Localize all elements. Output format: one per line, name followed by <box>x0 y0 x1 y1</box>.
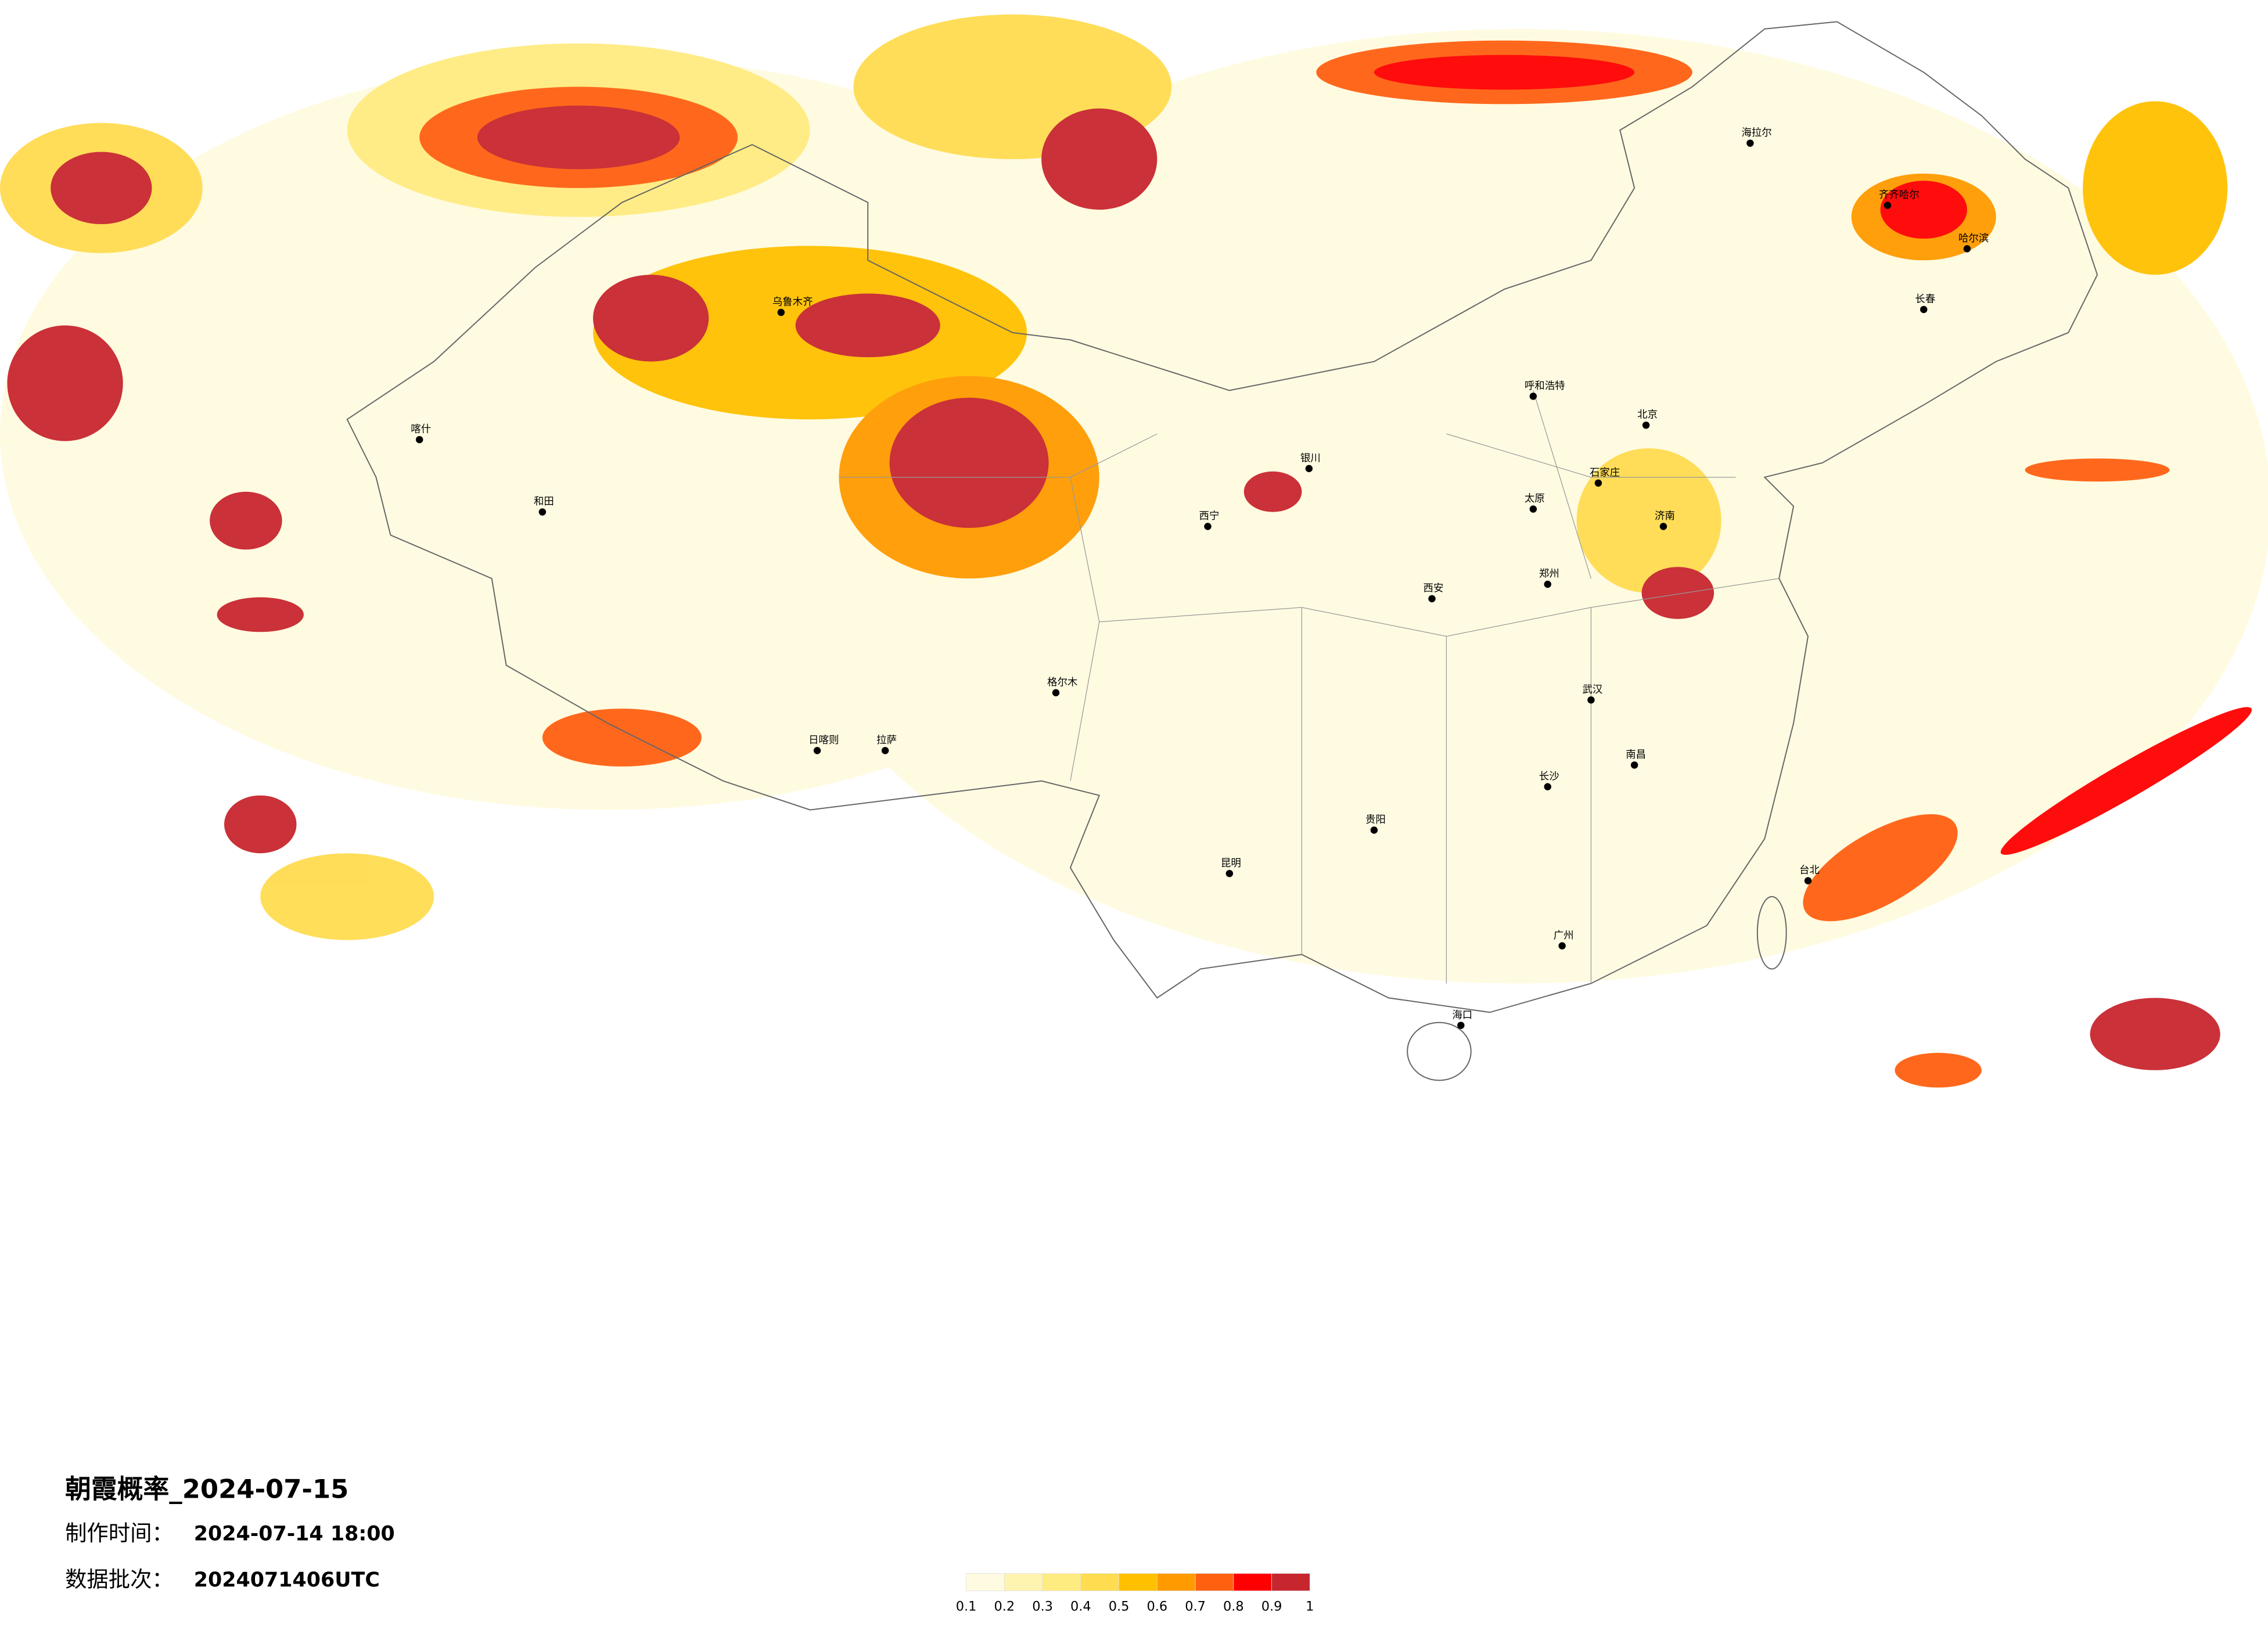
probability-field <box>0 14 2268 1088</box>
city-label: 南昌 <box>1626 749 1646 761</box>
city-label: 拉萨 <box>876 735 897 746</box>
batch: 2024071406UTC <box>194 1569 380 1592</box>
city-dot <box>1630 761 1638 769</box>
legend-swatch <box>1271 1573 1310 1591</box>
city-dot <box>1659 523 1667 530</box>
city-dot <box>1587 696 1595 704</box>
city-dot <box>1225 869 1234 877</box>
legend: 0.1 0.2 0.3 0.4 0.5 0.6 0.7 0.8 0.9 1 <box>956 1573 1314 1614</box>
city-label: 格尔木 <box>1047 677 1077 688</box>
city-label: 贵阳 <box>1365 814 1386 826</box>
city-dot <box>415 436 423 444</box>
map-layer: 海拉尔齐齐哈尔哈尔滨长春呼和浩特北京石家庄太原济南郑州西安武汉南昌长沙贵阳昆明广… <box>0 14 2268 1614</box>
city-label: 北京 <box>1637 409 1658 421</box>
city-label: 台北 <box>1799 865 1820 876</box>
city-label: 呼和浩特 <box>1525 380 1565 392</box>
legend-label: 0.2 <box>994 1599 1015 1614</box>
map-title: 朝霞概率_2024-07-15 <box>65 1474 348 1505</box>
legend-swatch <box>1119 1573 1158 1591</box>
city-dot <box>1052 689 1060 697</box>
legend-label: 0.9 <box>1261 1599 1282 1614</box>
city-dot <box>881 747 889 754</box>
city-label: 郑州 <box>1539 569 1559 580</box>
legend-swatch <box>966 1573 1005 1591</box>
city-dot <box>1963 245 1971 253</box>
legend-label: 0.7 <box>1185 1599 1206 1614</box>
island-outline <box>1407 1021 1472 1081</box>
city-label: 海口 <box>1452 1009 1472 1021</box>
city-dot <box>1529 505 1537 513</box>
island-outline <box>1756 896 1787 970</box>
cities: 海拉尔齐齐哈尔哈尔滨长春呼和浩特北京石家庄太原济南郑州西安武汉南昌长沙贵阳昆明广… <box>411 127 1989 1029</box>
city-label: 武汉 <box>1582 684 1602 696</box>
city-label: 济南 <box>1655 510 1675 522</box>
city-dot <box>777 308 785 316</box>
province-lines <box>839 390 1780 984</box>
city-label: 西宁 <box>1199 510 1220 522</box>
legend-swatch <box>1233 1573 1272 1591</box>
city-dot <box>1204 523 1212 530</box>
city-label: 长春 <box>1915 294 1935 305</box>
legend-label: 0.6 <box>1146 1599 1167 1614</box>
city-dot <box>1558 942 1566 949</box>
city-dot <box>1370 826 1378 834</box>
city-dot <box>1544 580 1551 588</box>
city-dot <box>1642 421 1650 429</box>
city-dot <box>1529 393 1537 400</box>
legend-swatch <box>1156 1573 1196 1591</box>
city-dot <box>1804 877 1812 884</box>
legend-swatch <box>1080 1573 1119 1591</box>
city-label: 昆明 <box>1221 858 1241 869</box>
made-label: 制作时间： <box>65 1520 174 1546</box>
legend-label: 0.5 <box>1109 1599 1130 1614</box>
legend-swatch <box>1195 1573 1234 1591</box>
legend-swatch <box>1004 1573 1043 1591</box>
city-dot <box>538 508 547 516</box>
city-label: 日喀则 <box>808 735 839 746</box>
city-dot <box>1544 783 1551 791</box>
city-dot <box>1305 465 1313 473</box>
city-label: 银川 <box>1300 452 1321 464</box>
city-label: 喀什 <box>411 424 431 436</box>
legend-swatch <box>1042 1573 1081 1591</box>
city-label: 海拉尔 <box>1741 127 1771 139</box>
city-label: 西安 <box>1424 583 1444 595</box>
legend-label: 0.1 <box>956 1599 977 1614</box>
city-dot <box>1428 595 1436 603</box>
made-time: 2024-07-14 18:00 <box>194 1522 395 1545</box>
city-label: 乌鲁木齐 <box>772 296 813 308</box>
city-label: 和田 <box>534 496 554 508</box>
city-label: 石家庄 <box>1590 467 1620 479</box>
city-dot <box>813 747 821 754</box>
city-label: 长沙 <box>1539 771 1559 782</box>
city-label: 哈尔滨 <box>1958 233 1989 244</box>
city-dot <box>1884 202 1892 209</box>
legend-label: 0.8 <box>1223 1599 1244 1614</box>
city-dot <box>1746 139 1754 147</box>
batch-label: 数据批次： <box>65 1567 174 1592</box>
legend-label: 0.3 <box>1032 1599 1053 1614</box>
city-label: 齐齐哈尔 <box>1879 189 1920 201</box>
legend-label: 1 <box>1306 1599 1314 1614</box>
city-dot <box>1594 479 1602 487</box>
country-outline <box>346 21 2098 1013</box>
city-dot <box>1920 305 1928 314</box>
city-dot <box>1457 1021 1465 1029</box>
legend-label: 0.4 <box>1070 1599 1091 1614</box>
city-label: 广州 <box>1554 930 1574 941</box>
city-label: 太原 <box>1525 493 1545 505</box>
boundaries <box>346 21 2098 1081</box>
